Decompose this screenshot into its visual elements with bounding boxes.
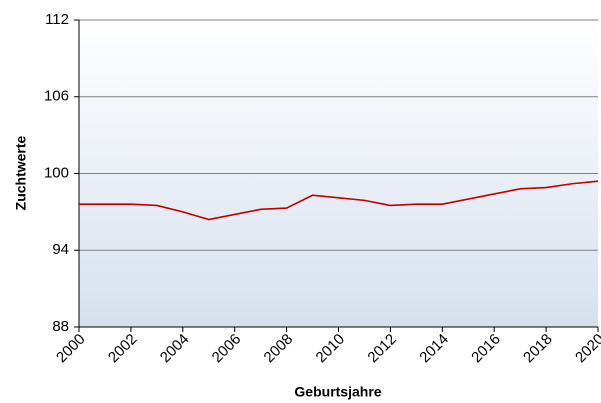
x-tick-label: 2000 xyxy=(53,331,89,367)
x-tick-label: 2014 xyxy=(416,331,452,367)
y-axis-label: Zuchtwerte xyxy=(13,135,29,210)
x-tick-label: 2020 xyxy=(572,331,601,367)
x-tick-label: 2010 xyxy=(313,331,349,367)
x-tick-label: 2006 xyxy=(209,331,245,367)
y-tick-label: 112 xyxy=(45,11,69,28)
y-tick-label: 100 xyxy=(44,164,69,181)
x-tick-label: 2002 xyxy=(105,331,141,367)
x-tick-label: 2012 xyxy=(364,331,400,367)
x-axis-label: Geburtsjahre xyxy=(294,384,381,400)
y-tick-label: 106 xyxy=(44,88,69,105)
x-tick-label: 2016 xyxy=(468,331,504,367)
y-tick-label: 94 xyxy=(52,241,69,258)
x-tick-label: 2004 xyxy=(157,331,193,367)
y-tick-label: 88 xyxy=(52,318,69,335)
x-tick-label: 2008 xyxy=(261,331,297,367)
line xyxy=(79,180,599,221)
x-tick-label: 2018 xyxy=(520,331,556,367)
